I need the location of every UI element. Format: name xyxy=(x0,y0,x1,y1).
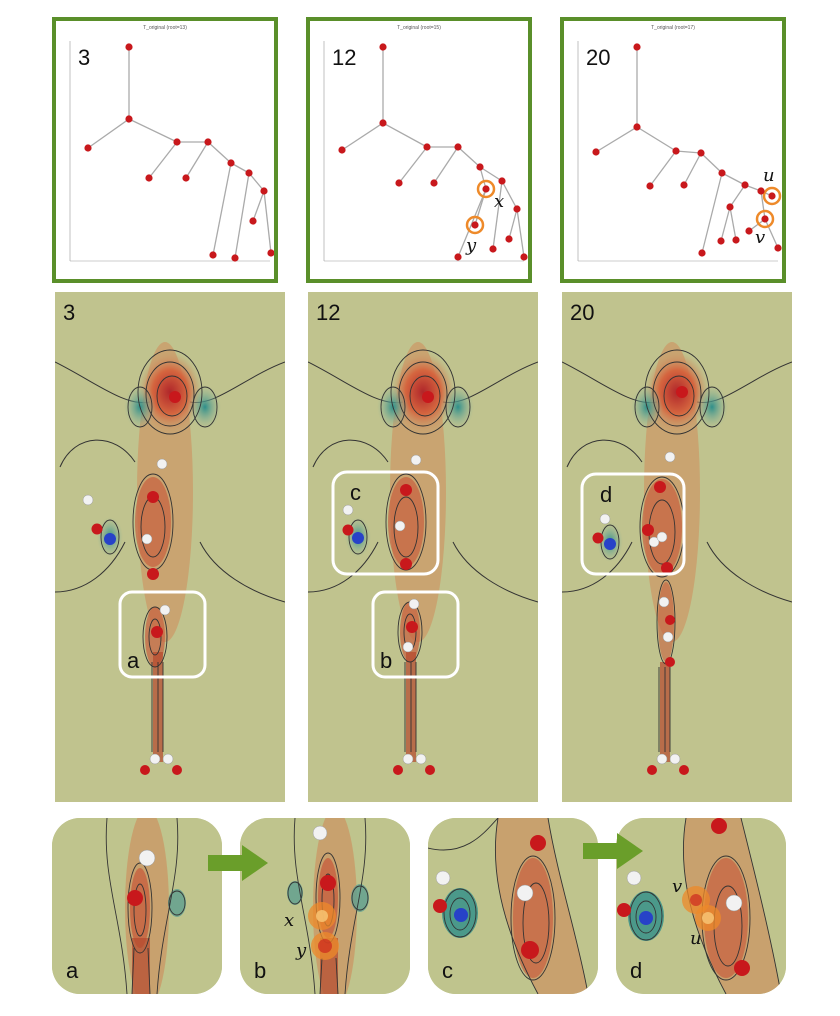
tree-panel-label: 3 xyxy=(78,45,91,70)
zoom-panel-label: c xyxy=(442,958,453,983)
tree-panel-12: T_original (root=15) xyxy=(306,17,532,283)
node-label-x: x xyxy=(494,191,505,212)
atom-label-x: x xyxy=(284,910,295,931)
arrow-a-to-b-icon xyxy=(208,845,268,881)
field-panel-label: 3 xyxy=(63,300,76,325)
scalar-field-plot xyxy=(308,342,538,775)
tree-panel-label: 20 xyxy=(586,45,611,70)
box-label-c: c xyxy=(350,480,361,505)
tree-title: T_original (root=15) xyxy=(397,25,441,31)
tree-panel-label: 12 xyxy=(332,45,357,70)
zoom-panel-d: d v u xyxy=(616,818,786,994)
node-label-v: v xyxy=(755,227,766,248)
scalar-field-plot xyxy=(55,342,285,775)
field-panel-12: 12 c b xyxy=(308,292,538,802)
zoom-panel-c: c xyxy=(428,818,598,994)
field-panel-20: 20 d xyxy=(562,292,792,802)
zoom-plot xyxy=(616,818,786,994)
tree-panel-3: T_original (root=13) 3 xyxy=(52,17,278,283)
tree-panel-20: T_original (root=17) xyxy=(560,17,786,283)
tree-plot xyxy=(69,41,274,262)
field-panel-3: 3 a xyxy=(55,292,285,802)
arrow-c-to-d-icon xyxy=(583,833,643,869)
atom-label-v: v xyxy=(672,876,683,897)
zoom-plot xyxy=(428,818,598,994)
tree-plot xyxy=(323,41,528,262)
tree-plot xyxy=(577,41,782,262)
box-label-d: d xyxy=(600,482,613,507)
atom-label-u: u xyxy=(690,928,702,949)
atom-label-y: y xyxy=(296,940,307,961)
field-panel-label: 20 xyxy=(570,300,595,325)
field-panel-label: 12 xyxy=(316,300,341,325)
zoom-panel-label: b xyxy=(254,958,267,983)
zoom-panel-label: a xyxy=(66,958,79,983)
tree-title: T_original (root=13) xyxy=(143,25,187,31)
tree-title: T_original (root=17) xyxy=(651,25,695,31)
zoom-plot xyxy=(240,818,410,994)
node-label-y: y xyxy=(466,235,477,256)
zoom-panel-label: d xyxy=(630,958,643,983)
node-label-u: u xyxy=(763,165,775,186)
box-label-b: b xyxy=(380,648,393,673)
zoom-panel-a: a xyxy=(52,818,222,994)
zoom-plot xyxy=(52,818,222,994)
scalar-field-plot xyxy=(562,342,792,775)
zoom-panel-b: b x y xyxy=(240,818,410,994)
box-label-a: a xyxy=(127,648,140,673)
